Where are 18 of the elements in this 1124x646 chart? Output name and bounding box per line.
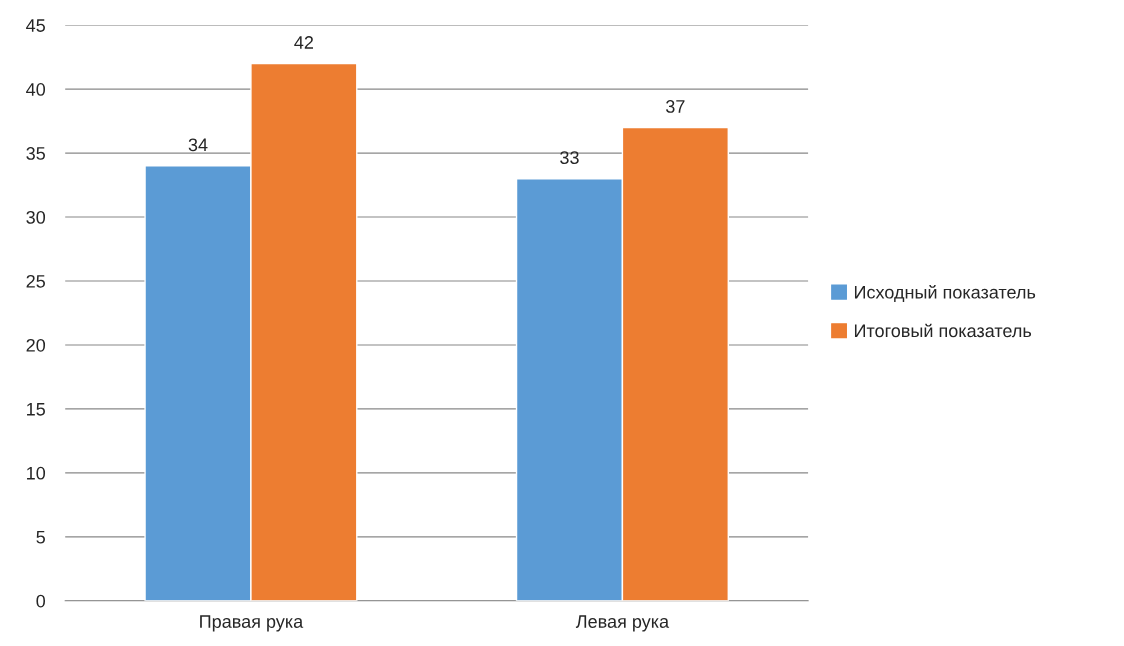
x-tick-label: Правая рука <box>200 615 304 632</box>
legend-label: Исходный показатель <box>854 285 1036 303</box>
data-label: 42 <box>294 36 314 49</box>
y-tick-label: 0 <box>36 594 46 608</box>
y-tick-label: 5 <box>36 530 45 544</box>
y-tick-label: 35 <box>26 147 45 160</box>
data-label: 37 <box>666 100 685 113</box>
y-tick-label: 20 <box>26 338 46 352</box>
y-tick-label: 30 <box>26 210 46 224</box>
y-tick-label: 45 <box>26 19 45 32</box>
y-tick-label: 25 <box>26 274 45 288</box>
legend-label: Итоговый показатель <box>854 323 1032 338</box>
data-label: 33 <box>560 151 579 164</box>
y-tick-label: 40 <box>26 83 46 96</box>
x-tick-label: Левая рука <box>575 615 670 632</box>
data-label: 34 <box>188 138 208 152</box>
y-tick-label: 15 <box>27 403 45 416</box>
y-tick-label: 10 <box>27 466 46 480</box>
